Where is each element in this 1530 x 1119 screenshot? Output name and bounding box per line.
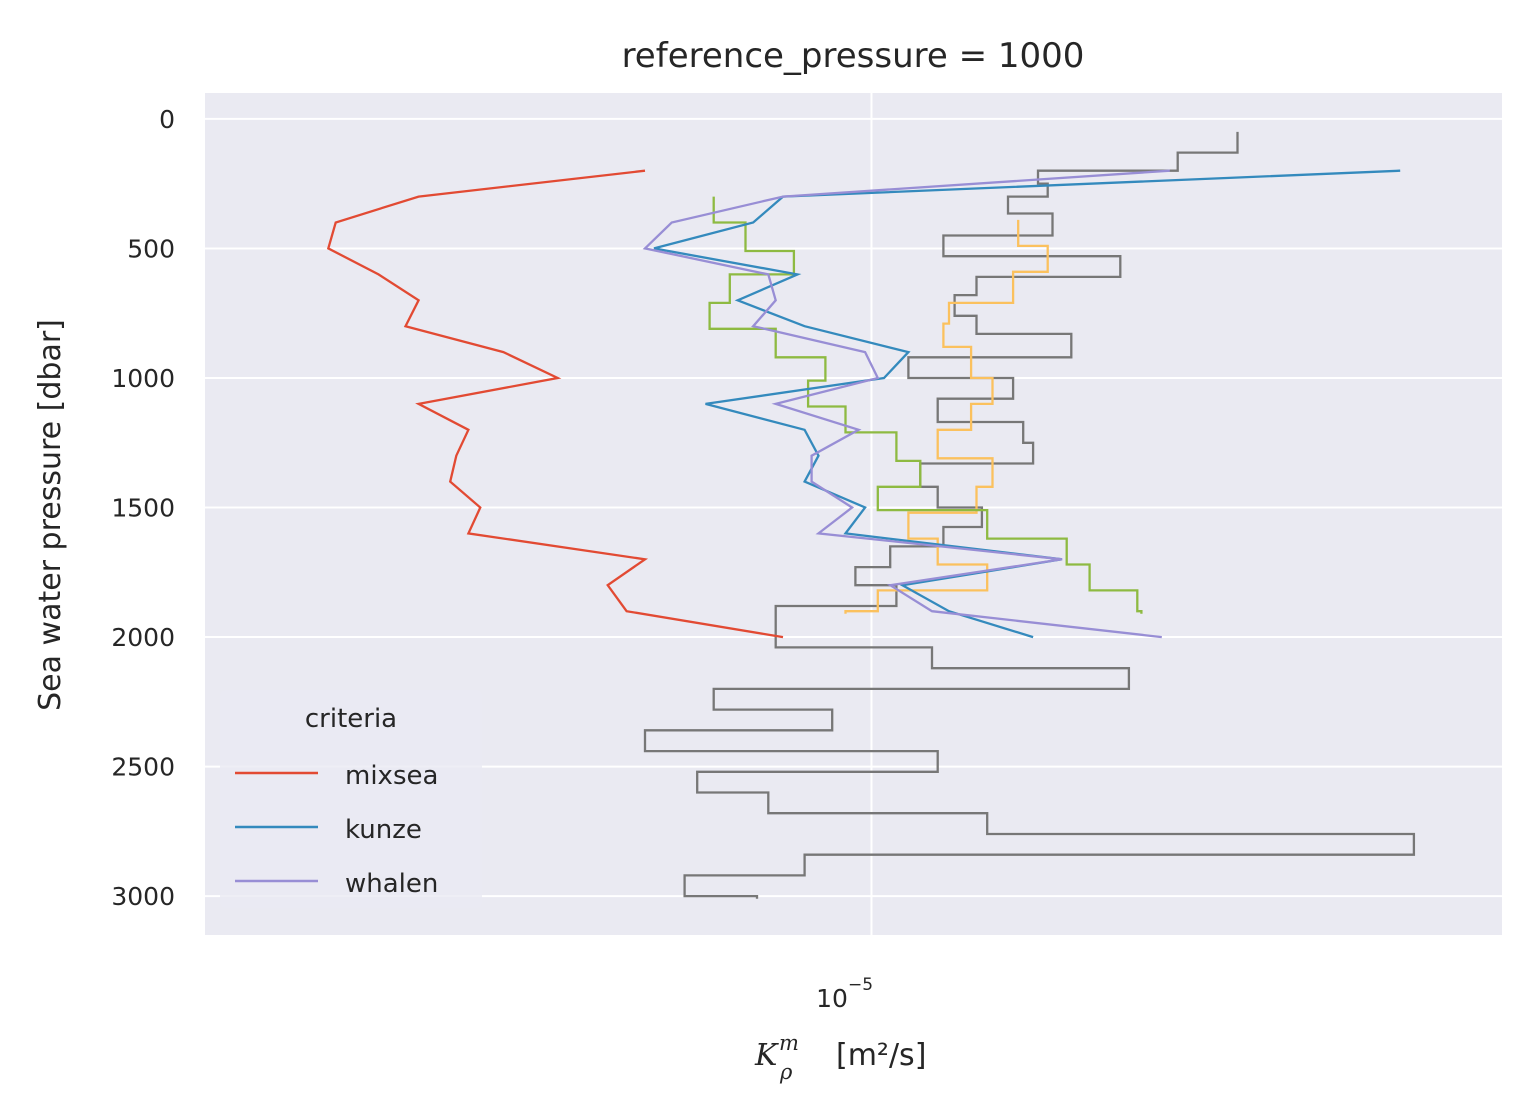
- x-tick-exponent: −5: [848, 975, 873, 995]
- series-layer: [326, 131, 1416, 899]
- y-tick-label: 2500: [111, 753, 175, 782]
- x-tick-base: 10: [816, 984, 848, 1013]
- legend-box: [220, 690, 482, 908]
- chart-title: reference_pressure = 1000: [622, 36, 1085, 76]
- grid: [205, 93, 1502, 935]
- series-mixsea: [326, 169, 784, 639]
- y-tick-label: 1500: [111, 494, 175, 523]
- x-axis-superscript: m: [779, 1031, 799, 1055]
- legend-label-whalen: whalen: [345, 869, 438, 899]
- x-axis-label: K m ρ [m²/s]: [754, 1031, 926, 1084]
- y-tick-label: 0: [159, 105, 175, 134]
- y-ticks: 0 500 1000 1500 2000 2500 3000: [111, 105, 175, 911]
- legend: criteria mixsea kunze whalen: [220, 690, 482, 908]
- x-tick-label: 10 −5: [816, 975, 873, 1013]
- legend-label-kunze: kunze: [345, 815, 422, 845]
- x-axis-symbol: K: [754, 1038, 779, 1073]
- series-gray_steps: [643, 131, 1416, 899]
- legend-label-mixsea: mixsea: [345, 761, 438, 791]
- y-axis-label: Sea water pressure [dbar]: [33, 319, 68, 711]
- y-tick-label: 3000: [111, 882, 175, 911]
- x-axis-unit: [m²/s]: [836, 1038, 926, 1073]
- y-tick-label: 2000: [111, 623, 175, 652]
- y-tick-label: 500: [127, 234, 175, 263]
- series-yellow_steps: [844, 219, 1049, 614]
- series-green_steps: [708, 196, 1143, 614]
- legend-title: criteria: [305, 704, 397, 734]
- series-whalen: [642, 169, 1170, 639]
- y-tick-label: 1000: [111, 364, 175, 393]
- x-axis-subscript: ρ: [779, 1060, 793, 1084]
